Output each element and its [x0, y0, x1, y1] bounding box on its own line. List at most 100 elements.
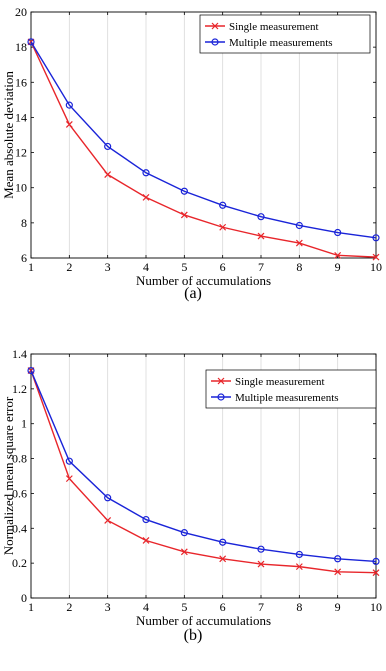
x-tick-label: 7: [258, 260, 264, 274]
marker-x-stroke: [104, 517, 112, 524]
data-point: [65, 457, 73, 465]
x-tick-label: 7: [258, 600, 264, 614]
data-point: [180, 211, 188, 219]
x-tick-label: 3: [105, 260, 111, 274]
data-point: [257, 545, 265, 553]
marker-x-stroke: [295, 563, 303, 571]
legend: Single measurement Multiple measurements: [199, 14, 371, 54]
figure-caption: (a): [184, 285, 202, 302]
marker-x-stroke: [104, 171, 112, 178]
y-tick-label: 0.2: [12, 556, 27, 570]
marker-x-stroke: [372, 253, 380, 261]
y-tick-label: 1: [21, 417, 27, 431]
data-point: [104, 171, 112, 178]
marker-x-stroke: [219, 555, 227, 563]
x-tick-label: 5: [181, 260, 187, 274]
y-tick-label: 8: [21, 216, 27, 230]
data-point: [65, 475, 73, 483]
data-point: [27, 38, 35, 46]
series-single-measurement: [27, 38, 380, 261]
data-point: [334, 251, 342, 259]
data-point: [295, 221, 303, 230]
y-tick-label: 1.2: [12, 382, 27, 396]
x-tick-label: 1: [28, 600, 34, 614]
legend-marker: [217, 377, 225, 385]
data-point: [295, 563, 303, 571]
y-tick-label: 0: [21, 591, 27, 605]
y-tick-label: 0.4: [12, 521, 27, 535]
x-tick-label: 8: [296, 260, 302, 274]
legend-label: Multiple measurements: [235, 392, 339, 404]
series-line: [30, 370, 377, 563]
data-point: [180, 548, 188, 556]
data-point: [257, 560, 265, 568]
data-point: [372, 234, 380, 242]
y-axis-label: Mean absolute deviation: [1, 71, 16, 199]
y-tick-label: 12: [15, 146, 27, 160]
data-point: [219, 555, 227, 563]
marker-x-stroke: [180, 548, 188, 556]
x-tick-label: 4: [143, 600, 149, 614]
marker-x-stroke: [180, 211, 188, 219]
x-tick-label: 6: [220, 260, 226, 274]
data-point: [142, 515, 150, 524]
x-axis-label: Number of accumulations: [136, 613, 271, 628]
legend-item: Single measurement: [205, 21, 319, 33]
legend-label: Single measurement: [235, 376, 325, 388]
marker-x-stroke: [257, 232, 265, 240]
x-tick-label: 2: [66, 600, 72, 614]
marker-x-stroke: [334, 568, 342, 576]
series-single-measurement: [27, 367, 380, 577]
legend-marker: [211, 38, 219, 46]
x-tick-label: 10: [370, 260, 382, 274]
data-point: [257, 213, 265, 221]
x-axis-label: Number of accumulations: [136, 273, 271, 288]
data-point: [104, 142, 112, 151]
x-tick-label: 4: [143, 260, 149, 274]
data-point: [295, 239, 303, 247]
data-point: [104, 517, 112, 524]
x-tick-label: 2: [66, 260, 72, 274]
data-point: [372, 557, 380, 566]
x-tick-label: 3: [105, 600, 111, 614]
data-point: [372, 253, 380, 261]
data-point: [334, 568, 342, 576]
data-point: [180, 187, 188, 195]
chart-b: 1 2 3 4 5 6 7 8 9 10 0 0.2 0.4 0.6 0.8 1 1.2 1.4 Number of…: [1, 347, 382, 644]
marker-x-stroke: [65, 475, 73, 483]
x-tick-label: 9: [335, 600, 341, 614]
data-point: [142, 169, 150, 177]
legend-label: Single measurement: [229, 21, 319, 33]
plot-frame: [30, 11, 377, 259]
y-tick-label: 18: [15, 40, 27, 54]
y-axis-label: Normalized mean square error: [1, 396, 16, 555]
marker-x-stroke: [295, 239, 303, 247]
series-line: [30, 41, 377, 258]
x-tick-label: 5: [181, 600, 187, 614]
legend: Single measurement Multiple measurements: [205, 369, 377, 409]
data-point: [219, 538, 227, 546]
x-tick-label: 1: [28, 260, 34, 274]
marker-x-stroke: [142, 193, 150, 201]
y-tick-label: 0.8: [12, 452, 27, 466]
series-line: [30, 41, 377, 239]
data-point: [295, 550, 303, 559]
y-tick-label: 20: [15, 5, 27, 19]
y-tick-label: 1.4: [12, 347, 27, 361]
series-line: [30, 370, 377, 574]
marker-x-stroke: [372, 569, 380, 577]
legend-label: Multiple measurements: [229, 37, 333, 49]
y-tick-label: 6: [21, 251, 27, 265]
data-point: [65, 121, 73, 128]
marker-x-stroke: [219, 223, 227, 231]
series-multiple-measurements: [27, 366, 380, 566]
legend-box: [199, 14, 371, 54]
data-point: [65, 101, 73, 109]
marker-x-stroke: [65, 121, 73, 128]
marker-x-stroke: [334, 251, 342, 259]
figure-caption: (b): [184, 627, 203, 644]
data-point: [180, 529, 188, 537]
data-point: [334, 555, 342, 563]
